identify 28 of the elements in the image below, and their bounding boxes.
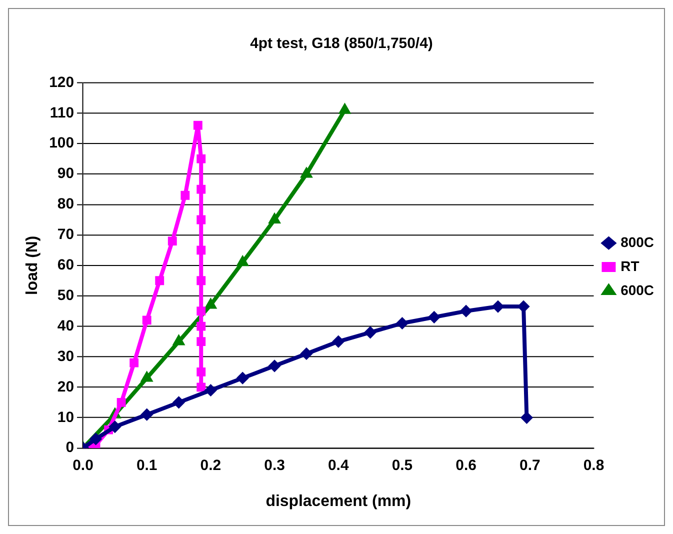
x-tick-label: 0.1 [136,457,158,474]
legend-label: 800C [620,234,654,250]
y-tick-label: 20 [57,378,74,396]
y-tick-label: 120 [49,74,74,91]
y-axis-title: load (N) [24,236,41,296]
legend-label: RT [620,258,640,274]
x-tick-label: 0.7 [520,457,540,474]
chart-title: 4pt test, G18 (850/1,750/4) [250,34,433,52]
legend-label: 600C [620,282,654,298]
y-tick-label: 110 [50,104,74,122]
y-tick-label: 60 [57,256,74,274]
y-tick-label: 50 [57,286,74,304]
y-tick-label: 70 [57,226,74,244]
x-tick-label: 0.5 [392,457,413,474]
x-tick-label: 0.2 [200,457,222,474]
x-tick-label: 0.6 [456,457,476,474]
x-tick-label: 0.8 [583,457,604,474]
y-tick-label: 100 [49,134,74,152]
y-tick-label: 80 [57,196,74,213]
y-tick-label: 0 [66,439,74,456]
y-tick-label: 30 [57,348,74,365]
y-tick-label: 10 [57,408,74,426]
x-axis-title: displacement (mm) [266,492,412,510]
y-tick-label: 90 [57,165,74,182]
x-tick-label: 0.3 [264,457,285,474]
y-tick-label: 40 [57,317,74,334]
x-tick-label: 0.4 [328,457,350,474]
x-tick-label: 0.0 [72,457,94,474]
